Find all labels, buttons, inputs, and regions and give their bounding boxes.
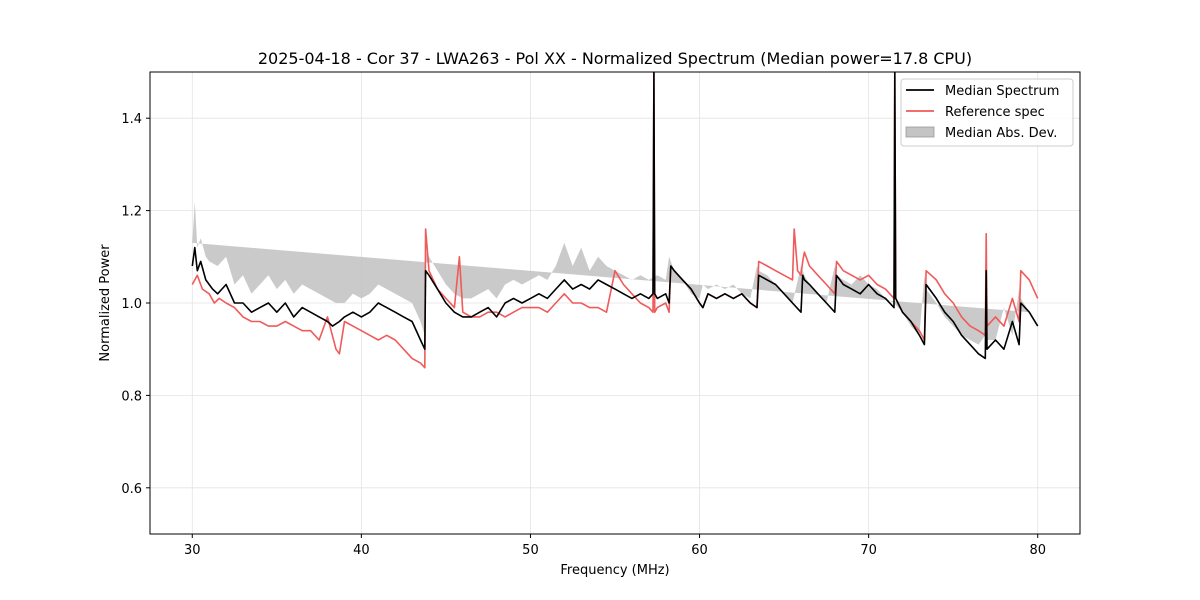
y-axis-label: Normalized Power (98, 244, 113, 362)
y-tick-label: 0.8 (121, 389, 142, 404)
y-tick-label: 1.2 (121, 205, 142, 220)
mad-band-area (192, 201, 1030, 345)
legend-median-label: Median Spectrum (945, 84, 1059, 99)
x-tick-label: 40 (353, 543, 370, 558)
y-axis: 0.6 0.8 1.0 1.2 1.4 (121, 112, 150, 497)
legend: Median Spectrum Reference spec Median Ab… (900, 78, 1074, 147)
median-spectrum-line (191, 72, 1039, 360)
y-tick-label: 1.0 (121, 297, 142, 312)
x-tick-label: 60 (691, 543, 708, 558)
y-tick-label: 0.6 (121, 482, 142, 497)
x-tick-label: 30 (184, 543, 201, 558)
x-tick-label: 80 (1029, 543, 1046, 558)
x-tick-label: 50 (522, 543, 539, 558)
legend-reference-label: Reference spec (945, 105, 1045, 120)
legend-mad-label: Median Abs. Dev. (945, 126, 1057, 141)
x-axis: 30 40 50 60 70 80 (184, 534, 1046, 558)
chart-title: 2025-04-18 - Cor 37 - LWA263 - Pol XX - … (258, 49, 972, 68)
x-axis-label: Frequency (MHz) (560, 563, 669, 578)
y-tick-label: 1.4 (121, 112, 142, 127)
legend-box (900, 78, 1074, 147)
legend-mad-swatch (905, 126, 935, 138)
x-tick-label: 70 (860, 543, 877, 558)
